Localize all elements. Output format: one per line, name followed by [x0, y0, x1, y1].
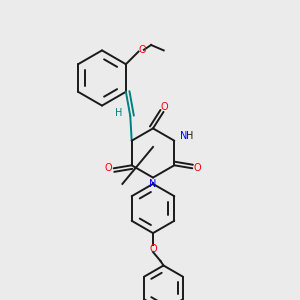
Text: O: O [160, 101, 168, 112]
Text: N: N [180, 131, 188, 141]
Text: O: O [194, 163, 202, 173]
Text: H: H [115, 108, 123, 118]
Text: N: N [149, 179, 157, 189]
Text: O: O [150, 244, 158, 254]
Text: O: O [104, 163, 112, 173]
Text: O: O [139, 45, 146, 55]
Text: H: H [186, 131, 194, 141]
